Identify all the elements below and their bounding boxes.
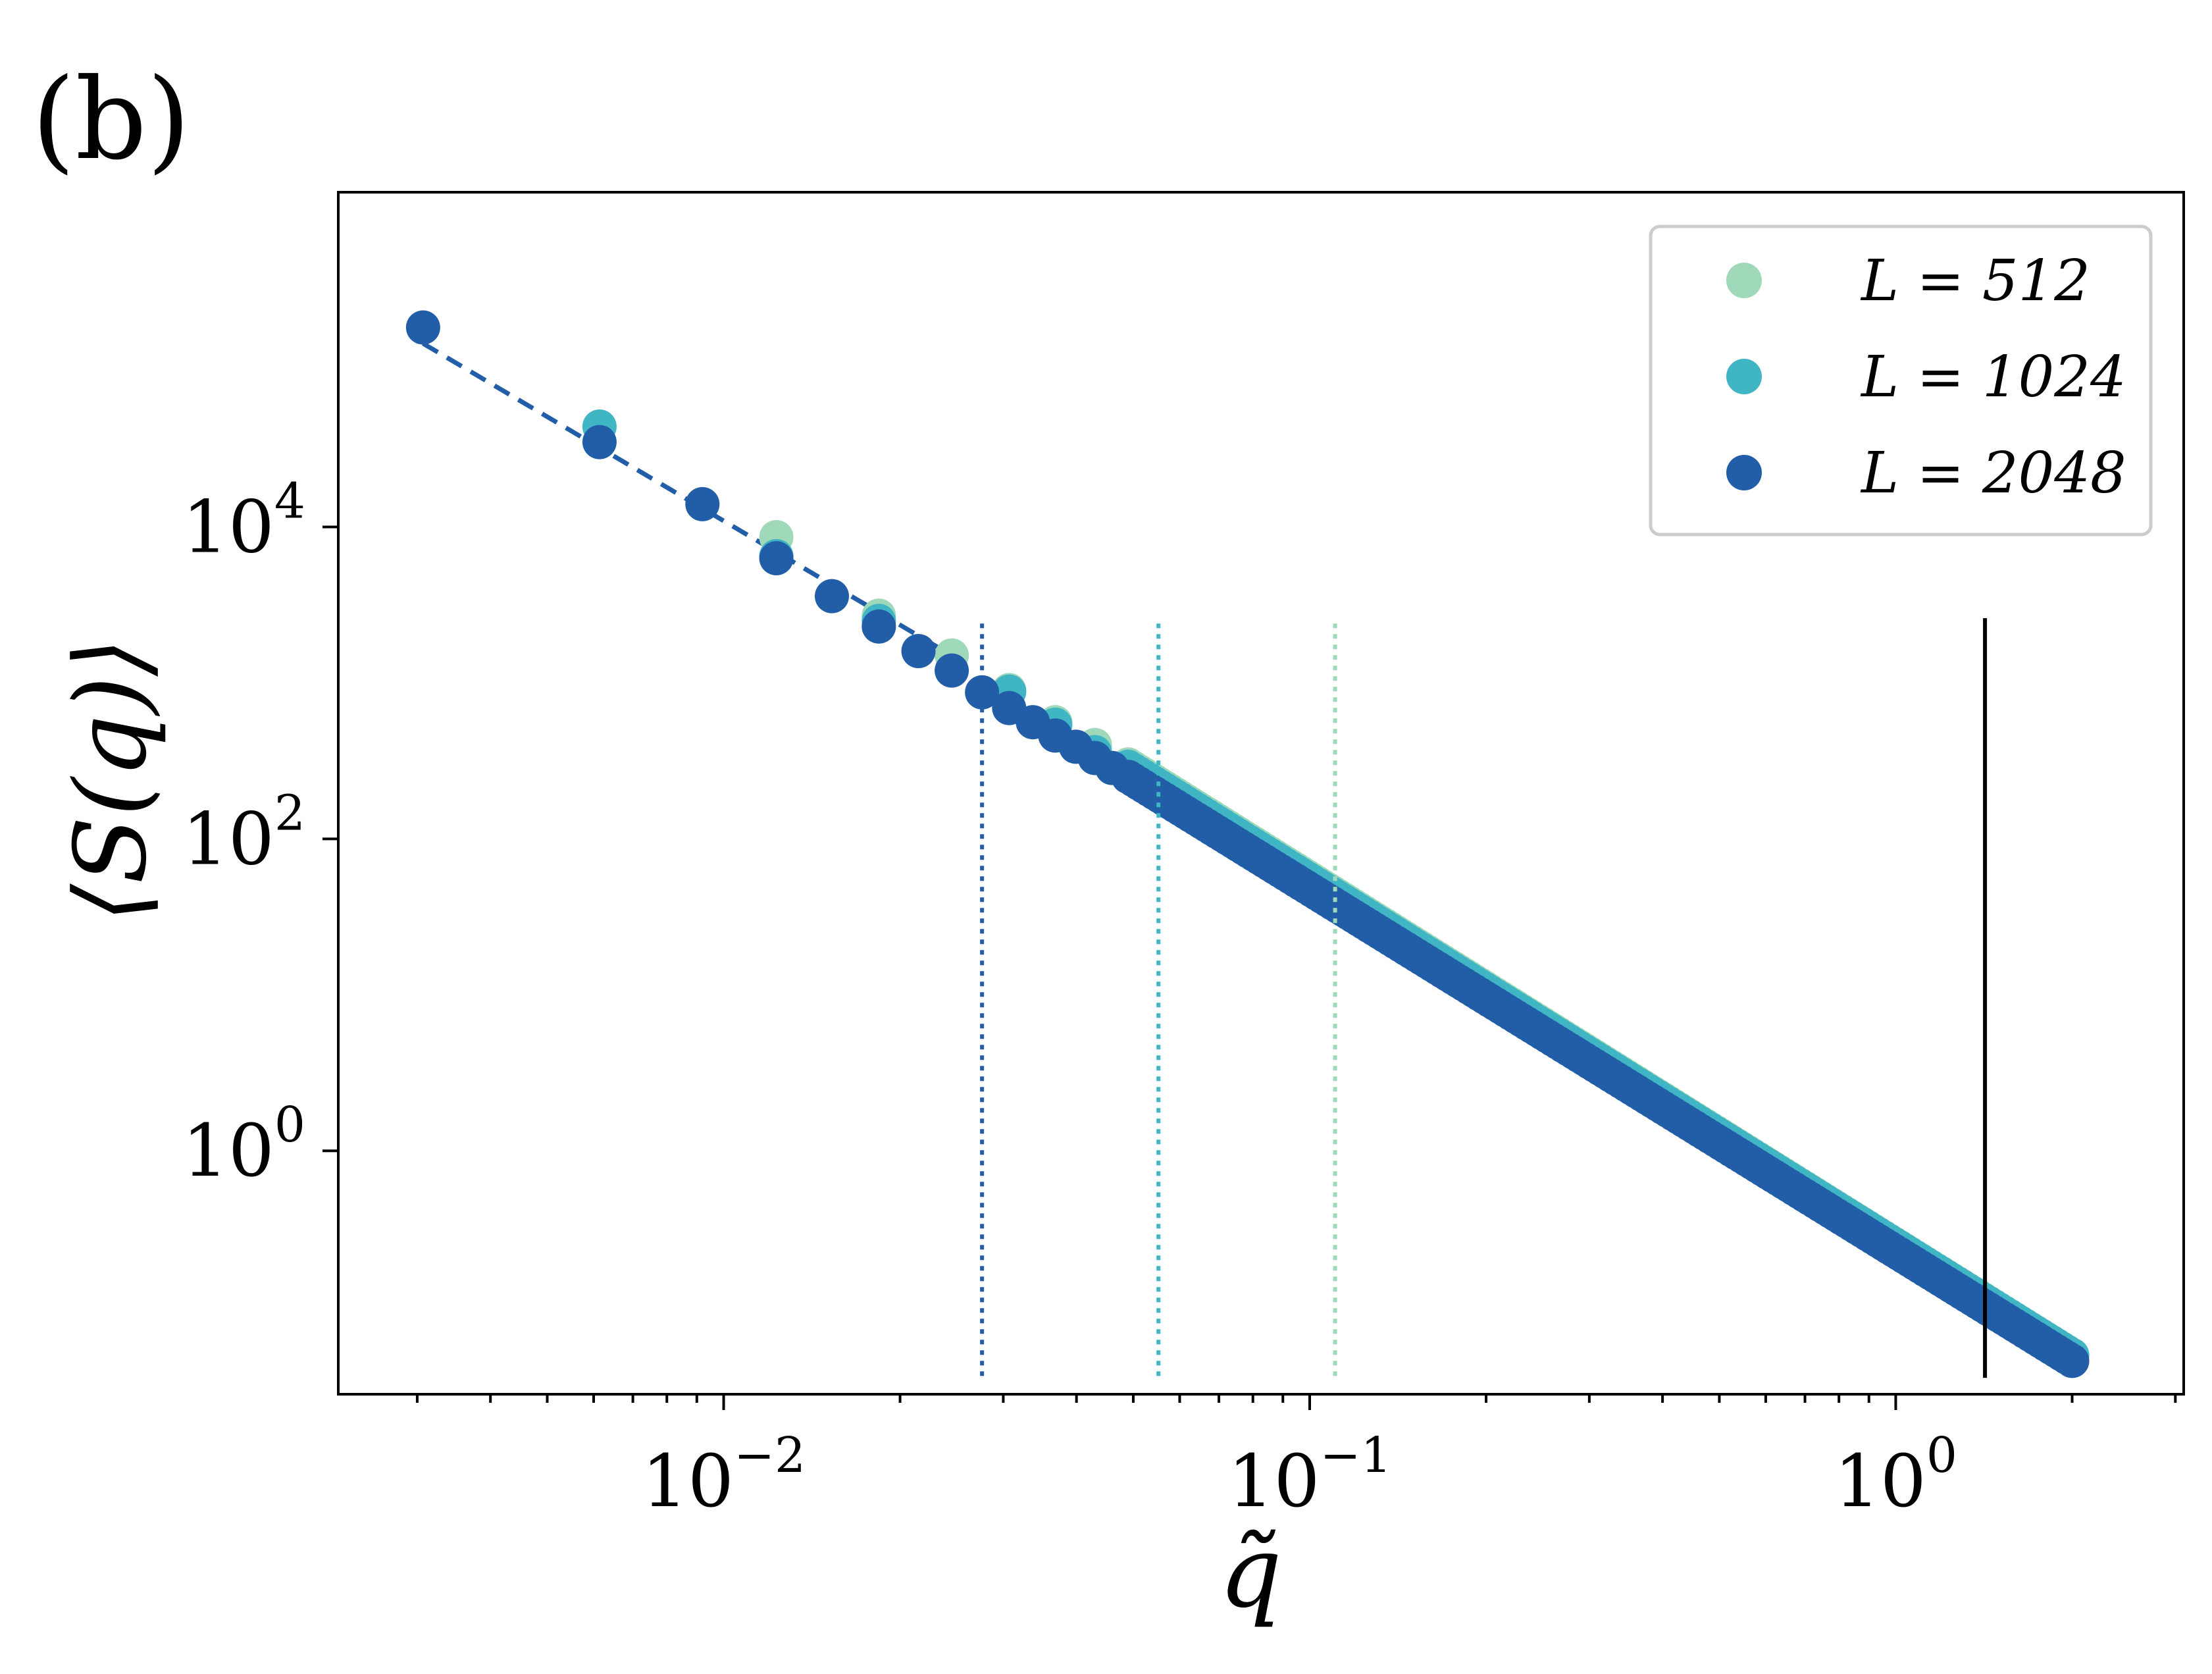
data-point (862, 609, 896, 644)
data-point (901, 634, 936, 669)
data-point (405, 310, 440, 345)
legend: L = 512 L = 1024 L = 2048 (1649, 224, 2153, 536)
data-point (685, 486, 720, 521)
legend-label: L = 2048 (1860, 440, 2126, 506)
data-point (935, 653, 969, 688)
legend-box (1649, 224, 2153, 536)
data-point (965, 675, 1000, 710)
x-axis-label: q̃ (1219, 1515, 1282, 1630)
y-tick-label: 100 (182, 1097, 305, 1193)
x-tick-label: 100 (1834, 1427, 1957, 1523)
legend-label: L = 1024 (1860, 344, 2126, 410)
svg-text:⟨S(q)⟩: ⟨S(q)⟩ (54, 638, 168, 923)
y-axis-label: ⟨S(q)⟩ (54, 638, 168, 923)
legend-label: L = 512 (1860, 248, 2090, 314)
legend-marker (1726, 455, 1762, 490)
x-tick-label: 10−1 (1227, 1427, 1391, 1523)
x-tick-label: 10−2 (642, 1427, 806, 1523)
y-tick-label: 102 (182, 785, 305, 881)
data-point (2055, 1344, 2090, 1378)
y-tick-label: 104 (182, 473, 305, 569)
panel-label: (b) (32, 55, 190, 185)
legend-marker (1726, 359, 1762, 394)
data-point (815, 579, 850, 614)
svg-text:q̃: q̃ (1219, 1515, 1282, 1630)
legend-marker (1726, 263, 1762, 298)
data-point (759, 541, 794, 576)
plot-area: 10−2 10−1 100 100 102 104 (182, 191, 2185, 1523)
data-point (582, 425, 617, 459)
axes-frame (337, 191, 2185, 1396)
